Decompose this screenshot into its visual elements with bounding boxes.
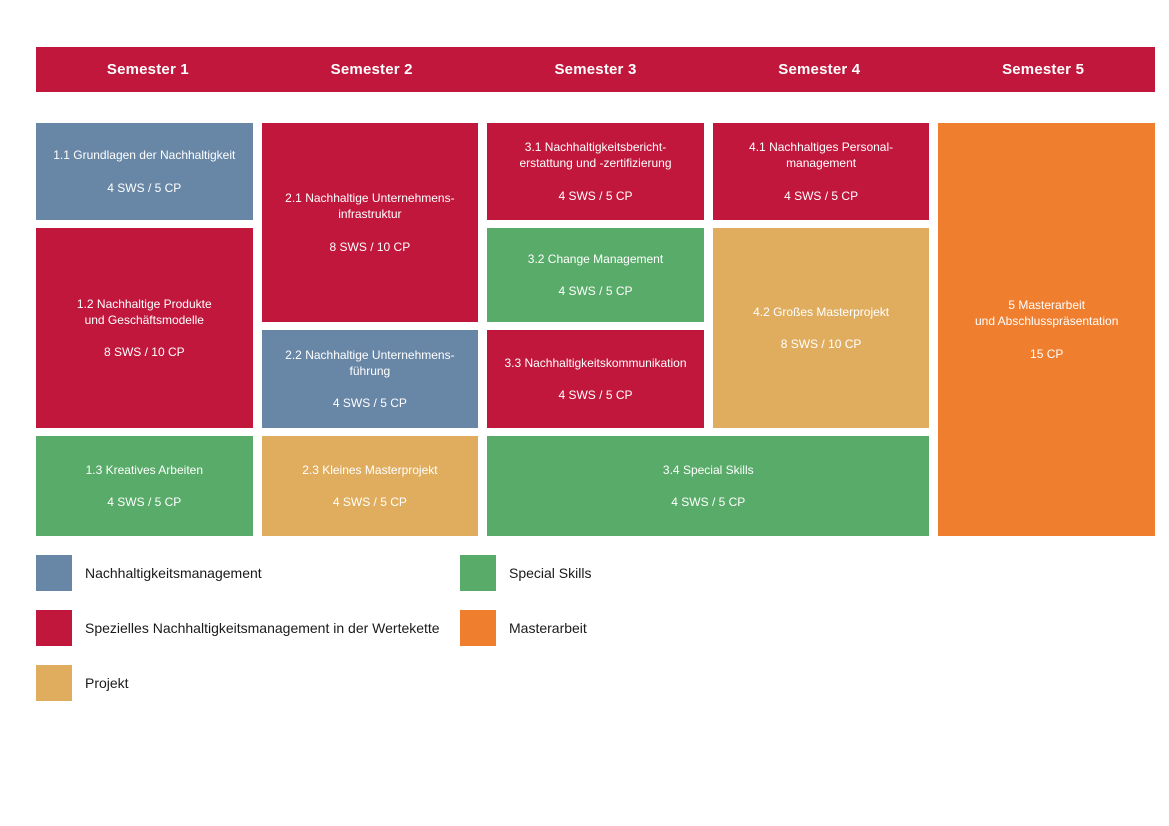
module-title: 5 Masterarbeit und Abschlusspräsentation [974,298,1119,329]
module-title: 3.1 Nachhaltigkeitsbericht-erstattung un… [519,140,672,171]
legend-swatch-masterarbeit [460,610,496,646]
module-title: 2.1 Nachhaltige Unternehmens-infrastrukt… [285,191,455,222]
module-title: 4.2 Großes Masterprojekt [753,304,890,319]
module-2-3: 2.3 Kleines Masterprojekt 4 SWS / 5 CP [261,436,479,536]
module-credits: 4 SWS / 5 CP [107,180,182,195]
legend-label: Special Skills [509,565,592,581]
module-credits: 8 SWS / 10 CP [103,345,185,360]
legend-swatch-special_skills [460,555,496,591]
legend-label: Nachhaltigkeitsmanagement [85,565,262,581]
module-title: 3.2 Change Management [527,251,664,266]
module-credits: 8 SWS / 10 CP [780,337,862,351]
legend-column-1: Nachhaltigkeitsmanagement Spezielles Nach… [36,555,440,720]
module-1-1: 1.1 Grundlagen der Nachhaltigkeit 4 SWS /… [36,123,253,220]
legend-item-special_skills: Special Skills [460,555,591,591]
module-title: 4.1 Nachhaltiges Personal-management [749,140,894,171]
legend-item-projekt: Projekt [36,665,440,701]
semester-header-1: Semester 1 [106,61,189,78]
module-1-2: 1.2 Nachhaltige Produkte und Geschäftsmod… [36,228,253,428]
legend-swatch-projekt [36,665,72,701]
semester-header-2: Semester 2 [330,61,413,78]
module-credits: 4 SWS / 5 CP [332,396,407,411]
module-2-2: 2.2 Nachhaltige Unternehmens-führung 4 SW… [261,330,479,428]
module-1-3: 1.3 Kreatives Arbeiten 4 SWS / 5 CP [36,436,253,536]
module-credits: 4 SWS / 5 CP [671,495,746,509]
module-title: 2.3 Kleines Masterprojekt [302,462,438,477]
legend-item-masterarbeit: Masterarbeit [460,610,591,646]
module-title: 3.4 Special Skills [662,462,754,477]
module-title: 3.3 Nachhaltigkeitskommunikation [504,355,687,370]
module-5: 5 Masterarbeit und Abschlusspräsentation 1… [938,123,1155,536]
legend-swatch-wertekette [36,610,72,646]
module-credits: 15 CP [1030,346,1064,361]
module-2-1: 2.1 Nachhaltige Unternehmens-infrastrukt… [261,123,479,322]
module-credits: 4 SWS / 5 CP [107,495,182,509]
module-3-4: 3.4 Special Skills 4 SWS / 5 CP [487,436,930,536]
module-3-2: 3.2 Change Management 4 SWS / 5 CP [487,228,704,322]
module-title: 1.1 Grundlagen der Nachhaltigkeit [53,148,236,163]
legend-swatch-nachhaltigkeitsmanagement [36,555,72,591]
legend-item-wertekette: Spezielles Nachhaltigkeitsmanagement in … [36,610,440,646]
module-title: 1.2 Nachhaltige Produkte und Geschäftsmod… [76,296,212,327]
legend: Nachhaltigkeitsmanagement Spezielles Nach… [36,555,1155,705]
module-credits: 4 SWS / 5 CP [332,495,407,509]
semester-header-4: Semester 4 [778,61,861,78]
legend-label: Projekt [85,675,129,691]
semester-header-5: Semester 5 [1002,61,1085,78]
legend-label: Spezielles Nachhaltigkeitsmanagement in … [85,620,440,636]
module-4-2: 4.2 Großes Masterprojekt 8 SWS / 10 CP [712,228,930,428]
module-credits: 4 SWS / 5 CP [558,388,633,402]
module-3-3: 3.3 Nachhaltigkeitskommunikation 4 SWS / … [487,330,704,428]
module-credits: 4 SWS / 5 CP [784,188,859,203]
module-credits: 4 SWS / 5 CP [558,188,633,203]
module-title: 2.2 Nachhaltige Unternehmens-führung [285,347,455,378]
module-credits: 8 SWS / 10 CP [329,239,411,254]
semester-header-bar: Semester 1 Semester 2 Semester 3 Semester 4… [36,47,1155,92]
module-4-1: 4.1 Nachhaltiges Personal-management 4 SW… [712,123,930,220]
semester-header-3: Semester 3 [554,61,637,78]
module-3-1: 3.1 Nachhaltigkeitsbericht-erstattung un… [487,123,704,220]
legend-column-2: Special Skills Masterarbeit [460,555,591,665]
legend-label: Masterarbeit [509,620,587,636]
curriculum-grid: 1.1 Grundlagen der Nachhaltigkeit 4 SWS /… [36,123,1155,536]
legend-item-nachhaltigkeitsmanagement: Nachhaltigkeitsmanagement [36,555,440,591]
module-credits: 4 SWS / 5 CP [558,284,633,298]
module-title: 1.3 Kreatives Arbeiten [85,462,203,477]
